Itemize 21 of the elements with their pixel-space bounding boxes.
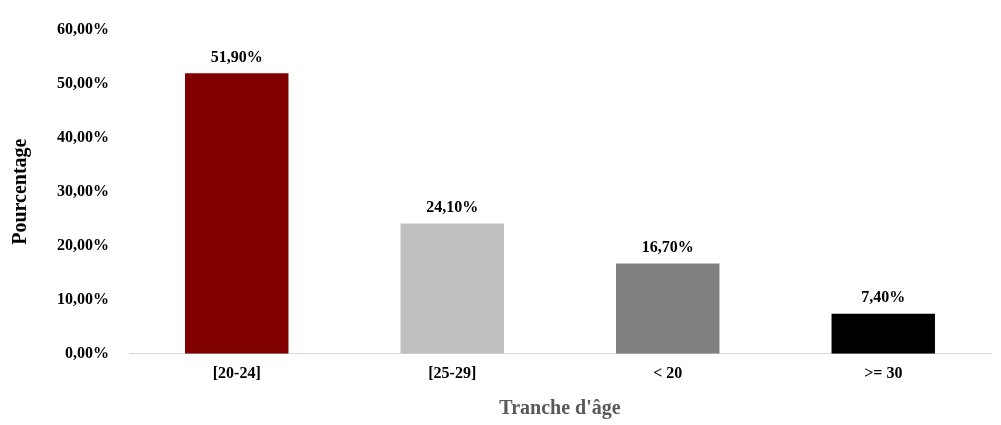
- x-tick-label: < 20: [653, 363, 683, 381]
- data-label: 16,70%: [641, 237, 694, 255]
- x-tick-label: >= 30: [864, 363, 903, 381]
- bar: [831, 313, 935, 354]
- data-label: 24,10%: [426, 197, 479, 215]
- y-tick-label: 30,00%: [57, 181, 109, 199]
- x-tick-label: [20-24]: [212, 363, 261, 381]
- y-tick-label: 50,00%: [57, 73, 109, 91]
- y-axis-title: Pourcentage: [8, 138, 32, 245]
- x-tick-label: [25-29]: [428, 363, 477, 381]
- y-tick-label: 0,00%: [65, 343, 109, 361]
- data-label: 51,90%: [210, 47, 263, 65]
- y-tick-label: 20,00%: [57, 235, 109, 253]
- bar: [400, 223, 504, 354]
- bar: [185, 73, 289, 354]
- x-axis-title: Tranche d'âge: [499, 396, 621, 420]
- bar: [616, 263, 720, 354]
- y-tick-label: 10,00%: [57, 289, 109, 307]
- data-label: 7,40%: [861, 287, 906, 305]
- y-tick-label: 60,00%: [57, 19, 109, 37]
- y-tick-label: 40,00%: [57, 127, 109, 145]
